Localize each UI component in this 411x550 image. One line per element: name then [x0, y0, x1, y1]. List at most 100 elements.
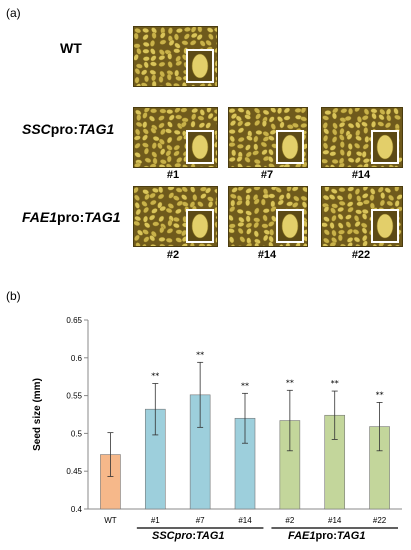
seed-shape [142, 27, 150, 33]
seed-shape [346, 150, 352, 157]
sample-label: #1 [166, 169, 180, 181]
seed-shape [237, 127, 245, 134]
seed-shape [291, 187, 299, 192]
seed-shape [159, 243, 166, 246]
seed-shape [347, 157, 355, 163]
seed-shape [354, 108, 361, 112]
seed-shape [175, 55, 181, 62]
seed-shape [322, 222, 328, 228]
seed-shape [329, 222, 335, 229]
seed-shape [396, 194, 402, 200]
seed-shape [182, 82, 187, 86]
seed-shape [149, 163, 157, 167]
seed-shape [394, 187, 400, 192]
seed-shape [331, 159, 339, 164]
seed-shape [144, 75, 149, 83]
seed-shape [143, 206, 149, 214]
seed-shape [184, 27, 191, 32]
seed-shape [149, 115, 155, 122]
seed-shape [173, 129, 181, 135]
seed-shape [286, 124, 294, 130]
seed-shape [363, 108, 370, 115]
seed-shape [285, 192, 291, 200]
seed-shape [229, 135, 235, 143]
seed-shape [134, 152, 141, 158]
seed-shape [191, 84, 197, 86]
seed-shape [214, 206, 217, 214]
seed-shape [355, 135, 362, 141]
row-label-ssc: SSCpro:TAG1 [22, 121, 115, 137]
seed-shape [255, 113, 261, 120]
seed-shape [165, 82, 172, 86]
seed-shape [213, 109, 217, 115]
seed-shape [229, 142, 236, 148]
seed-shape [245, 215, 251, 223]
seed-shape [175, 237, 183, 243]
seed-shape [292, 202, 299, 208]
seed-shape [270, 206, 277, 212]
seed-shape [322, 149, 330, 155]
seed-shape [151, 142, 157, 149]
seed-shape [337, 222, 344, 229]
seed-shape [263, 234, 269, 242]
seed-shape [189, 40, 197, 46]
seed-shape [347, 206, 354, 213]
seed-shape [236, 208, 244, 214]
seed-shape [150, 61, 157, 67]
seed-shape [331, 229, 337, 237]
seed-shape [230, 120, 236, 127]
seed-shape [229, 206, 236, 213]
seed-shape [230, 193, 237, 199]
seed-shape [356, 201, 364, 207]
seed-shape [262, 131, 270, 137]
seed-shape [244, 121, 251, 127]
seed-shape [270, 123, 276, 130]
seed-shape [372, 243, 378, 246]
seed-shape [181, 243, 188, 246]
seed-shape [175, 60, 183, 66]
seed-shape [371, 120, 376, 128]
seed-shape [388, 194, 395, 201]
seed-shape [255, 130, 263, 135]
seed-shape [180, 121, 187, 128]
seed-shape [151, 27, 157, 34]
seed-shape [140, 82, 148, 86]
seed-inset [371, 209, 399, 243]
seed-shape [134, 54, 139, 61]
seed-shape [207, 83, 213, 86]
seed-shape [160, 148, 166, 155]
seed-shape [200, 193, 207, 199]
seed-shape [229, 156, 236, 162]
seed-shape [302, 187, 307, 193]
seed-shape [324, 164, 331, 167]
seed-shape [380, 165, 386, 167]
seed-shape [150, 55, 157, 62]
seed-shape [300, 195, 307, 202]
seed-shape [167, 61, 173, 68]
seed-shape [160, 128, 166, 135]
seed-shape [166, 155, 172, 163]
seed-shape [158, 122, 165, 129]
seed-shape [230, 244, 236, 246]
seed-shape [230, 113, 237, 120]
seed-shape [393, 108, 399, 115]
seed-shape [371, 112, 377, 120]
seed-shape [339, 134, 345, 141]
seed-shape [345, 214, 352, 220]
seed-shape [207, 113, 214, 120]
seed-shape [322, 243, 329, 246]
seed-shape [176, 200, 183, 207]
seed-shape [181, 187, 188, 193]
seed-shape [346, 237, 354, 243]
seed-shape [181, 40, 189, 46]
seed-shape [237, 227, 244, 235]
seed-shape [355, 121, 361, 129]
x-tick-label: WT [104, 516, 117, 525]
seed-shape [262, 208, 270, 214]
x-tick-label: #7 [196, 516, 205, 525]
seed-shape [244, 156, 251, 163]
seed-closeup [376, 213, 394, 239]
seed-shape [348, 108, 353, 115]
seed-shape [283, 108, 291, 114]
seed-shape [141, 200, 148, 207]
